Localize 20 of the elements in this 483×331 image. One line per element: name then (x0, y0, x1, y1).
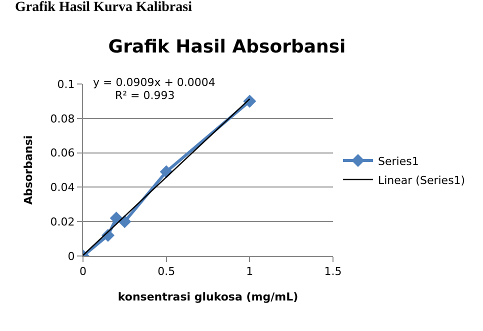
legend-label: Series1 (378, 154, 419, 168)
annotation: y = 0.0909x + 0.0004 (93, 76, 216, 89)
annotation: R² = 0.993 (115, 89, 175, 102)
y-axis-title: Absorbansi (22, 135, 35, 205)
x-tick-label: 1.5 (324, 265, 342, 278)
x-tick-label: 0 (80, 265, 86, 278)
y-tick-label: 0 (68, 250, 75, 263)
y-tick-label: 0.08 (50, 112, 75, 126)
x-tick-label: 1 (246, 265, 254, 278)
y-tick-label: 0.1 (57, 78, 75, 91)
x-axis-title: konsentrasi glukosa (mg/mL) (118, 290, 298, 304)
y-tick-label: 0.04 (50, 181, 75, 194)
y-tick-label: 0.06 (50, 146, 75, 160)
y-tick-label: 0.02 (50, 215, 75, 228)
chart-title: Grafik Hasil Absorbansi (108, 36, 346, 58)
text: Grafik Hasil Kurva Kalibrasi (15, 0, 192, 15)
x-tick-label: 0.5 (158, 265, 176, 278)
point (243, 94, 256, 108)
point (110, 212, 123, 225)
legend-label: Linear (Series1) (378, 174, 466, 187)
